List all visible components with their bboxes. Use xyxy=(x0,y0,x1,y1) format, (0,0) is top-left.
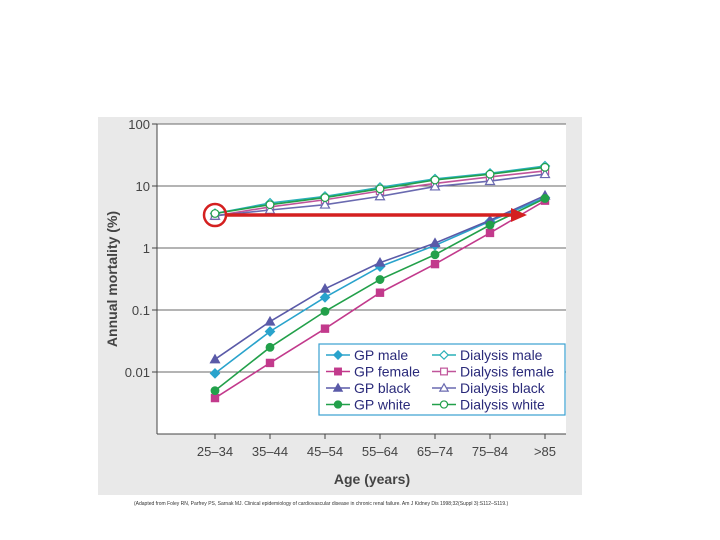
data-point-gp-white xyxy=(485,220,495,230)
legend-marker-gp-female xyxy=(334,367,342,376)
y-tick-label: 1 xyxy=(143,241,150,256)
x-axis-title: Age (years) xyxy=(334,471,410,487)
legend-label-gp-black: GP black xyxy=(354,380,412,396)
legend-label-dialysis-black: Dialysis black xyxy=(460,380,546,396)
data-point-dialysis-white xyxy=(265,200,275,210)
data-point-dialysis-black xyxy=(539,168,551,179)
data-point-dialysis-white xyxy=(375,184,385,194)
data-point-gp-white xyxy=(320,306,330,316)
y-tick-label: 100 xyxy=(128,117,150,132)
data-point-gp-black xyxy=(264,315,276,326)
data-point-dialysis-black xyxy=(484,175,496,186)
legend-marker-gp-male xyxy=(332,349,344,361)
data-point-gp-male xyxy=(264,326,276,337)
data-point-dialysis-white xyxy=(485,169,495,179)
data-point-gp-female xyxy=(430,259,440,269)
legend-marker-dialysis-white xyxy=(439,400,449,409)
data-point-dialysis-black xyxy=(319,198,331,209)
data-point-dialysis-white xyxy=(210,209,220,218)
legend-marker-gp-black xyxy=(332,382,344,392)
data-point-gp-female xyxy=(485,228,495,238)
data-point-gp-white xyxy=(540,194,550,203)
data-point-gp-female xyxy=(320,324,330,333)
data-point-gp-male xyxy=(319,291,331,303)
legend-marker-dialysis-black xyxy=(438,382,450,392)
data-point-gp-female xyxy=(265,358,275,368)
data-point-gp-black xyxy=(374,256,386,267)
citation-text: (Adapted from Foley RN, Parfrey PS, Sarn… xyxy=(134,501,509,507)
data-point-dialysis-white xyxy=(430,175,440,185)
legend-label-gp-male: GP male xyxy=(354,347,408,363)
legend-marker-dialysis-female xyxy=(440,367,448,376)
data-point-gp-male xyxy=(209,368,221,379)
legend-label-dialysis-male: Dialysis male xyxy=(460,347,543,363)
x-tick-label: 55–64 xyxy=(362,444,398,459)
x-tick-label: 25–34 xyxy=(197,444,233,459)
data-point-gp-white xyxy=(430,250,440,260)
data-point-gp-white xyxy=(210,386,220,396)
legend-label-gp-white: GP white xyxy=(354,397,411,413)
data-point-gp-black xyxy=(319,283,331,293)
data-point-dialysis-white xyxy=(540,162,550,172)
x-tick-label: 65–74 xyxy=(417,444,453,459)
x-tick-label: 35–44 xyxy=(252,444,288,459)
legend-label-dialysis-white: Dialysis white xyxy=(460,397,545,413)
y-tick-label: 0.1 xyxy=(132,303,150,318)
data-point-gp-white xyxy=(265,342,275,352)
data-point-dialysis-black xyxy=(374,190,386,201)
legend-label-gp-female: GP female xyxy=(354,364,420,380)
x-tick-label: >85 xyxy=(534,444,556,459)
legend-label-dialysis-female: Dialysis female xyxy=(460,364,554,380)
data-point-dialysis-white xyxy=(320,193,330,203)
data-point-gp-black xyxy=(429,237,441,248)
legend-marker-dialysis-male xyxy=(438,349,450,361)
y-axis-title: Annual mortality (%) xyxy=(104,211,120,347)
chart-figure: 0.01 0.1 1 10 100 25–34 35–44 45–54 55–64 65–74 75… xyxy=(98,117,582,507)
legend-marker-gp-white xyxy=(333,400,343,409)
y-tick-label: 0.01 xyxy=(125,365,150,380)
data-point-gp-female xyxy=(375,288,385,297)
arrow-annotation-head xyxy=(511,208,527,223)
data-point-gp-white xyxy=(375,275,385,284)
mortality-line-chart: 0.01 0.1 1 10 100 25–34 35–44 45–54 55–64 65–74 75… xyxy=(104,117,566,487)
x-tick-label: 45–54 xyxy=(307,444,343,459)
y-tick-label: 10 xyxy=(136,179,150,194)
data-point-gp-female xyxy=(210,393,220,403)
data-point-dialysis-black xyxy=(429,180,441,191)
data-point-gp-black xyxy=(209,353,221,364)
x-tick-label: 75–84 xyxy=(472,444,508,459)
